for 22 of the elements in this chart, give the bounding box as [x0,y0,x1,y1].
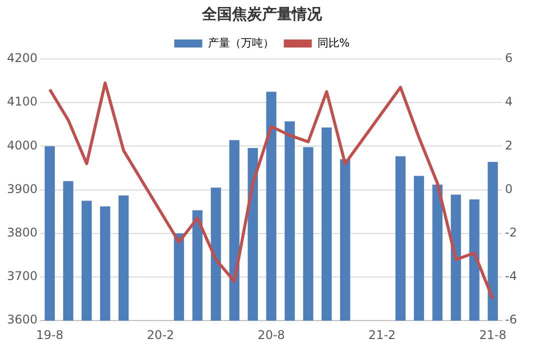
legend-label: 产量（万吨） [208,36,274,50]
y2-tick-label: 4 [505,94,513,109]
chart-title: 全国焦炭产量情况 [201,4,323,23]
y-tick-label: 4100 [6,94,38,109]
x-tick-label: 19-8 [36,328,64,342]
y2-tick-label: 6 [505,51,513,66]
y-tick-label: 3600 [6,312,38,327]
x-tick-label: 21-8 [479,328,506,342]
y-tick-label: 3700 [6,269,38,284]
y-tick-label: 3800 [6,226,38,240]
y2-tick-label: 0 [505,182,513,196]
y-tick-label: 3900 [6,182,38,196]
y2-tick-label: -4 [505,269,518,284]
legend-label: 同比% [317,36,350,50]
y2-tick-label: -2 [505,226,518,240]
y-tick-label: 4200 [6,51,38,66]
y-tick-label: 4000 [6,138,38,152]
y2-tick-label: 2 [505,138,513,152]
y2-tick-label: -6 [505,312,518,327]
x-tick-label: 20-2 [146,328,174,342]
x-tick-label: 20-8 [258,328,285,342]
x-tick-label: 21-2 [368,328,396,342]
